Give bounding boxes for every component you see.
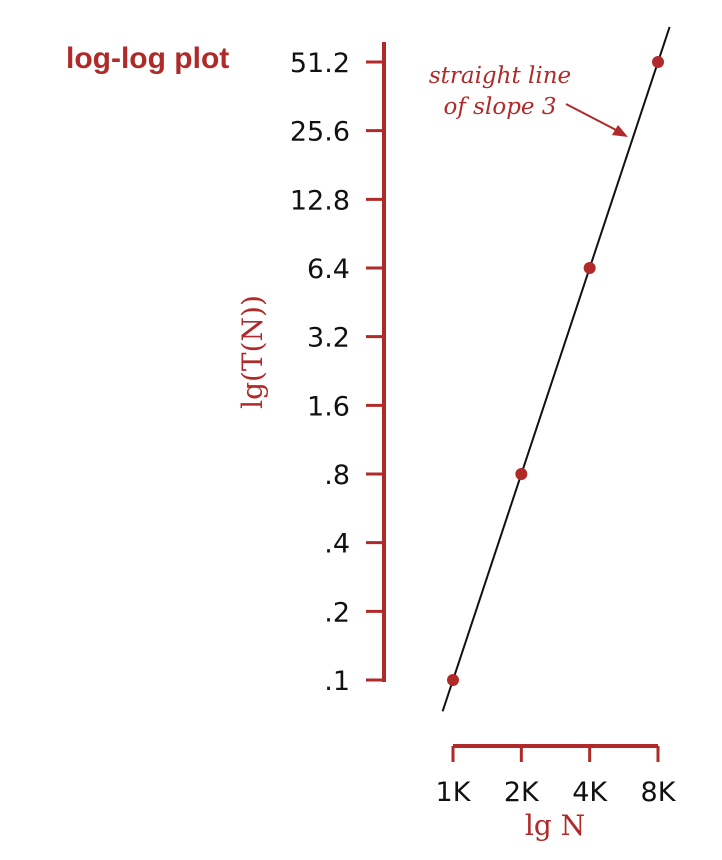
x-tick-label: 4K [572, 777, 608, 808]
annotation-arrowhead [612, 125, 628, 137]
y-tick-label: 12.8 [290, 185, 350, 216]
y-axis: .1 .2 .4 .8 1.6 3.2 6.4 12.8 25.6 51.2 [290, 42, 386, 697]
y-tick-label: .8 [324, 460, 350, 491]
y-axis-label: lg(T(N)) [236, 295, 269, 409]
annotation-line-1: straight line [429, 63, 571, 89]
y-tick-label: 6.4 [307, 254, 350, 285]
data-point [447, 674, 459, 686]
y-tick-label: .1 [324, 666, 350, 697]
data-point [652, 56, 664, 68]
annotation-arrow [565, 103, 619, 132]
y-tick-label: .2 [324, 597, 350, 628]
y-tick-label: 25.6 [290, 117, 350, 148]
y-tick-label: 51.2 [290, 48, 350, 79]
x-axis-label: lg N [525, 809, 585, 842]
x-tick-label: 1K [436, 777, 472, 808]
data-points [447, 56, 664, 686]
x-tick-label: 8K [641, 777, 677, 808]
data-point [515, 468, 528, 480]
y-tick-label: .4 [324, 529, 350, 560]
x-axis: 1K 2K 4K 8K [436, 744, 677, 808]
y-tick-label: 3.2 [307, 323, 350, 354]
chart-title: log-log plot [66, 42, 229, 75]
fit-line [441, 26, 671, 712]
data-point [583, 262, 596, 274]
slope-annotation: straight line of slope 3 [429, 63, 628, 137]
x-tick-label: 2K [504, 777, 540, 808]
y-tick-label: 1.6 [307, 391, 350, 422]
annotation-line-2: of slope 3 [444, 94, 557, 120]
